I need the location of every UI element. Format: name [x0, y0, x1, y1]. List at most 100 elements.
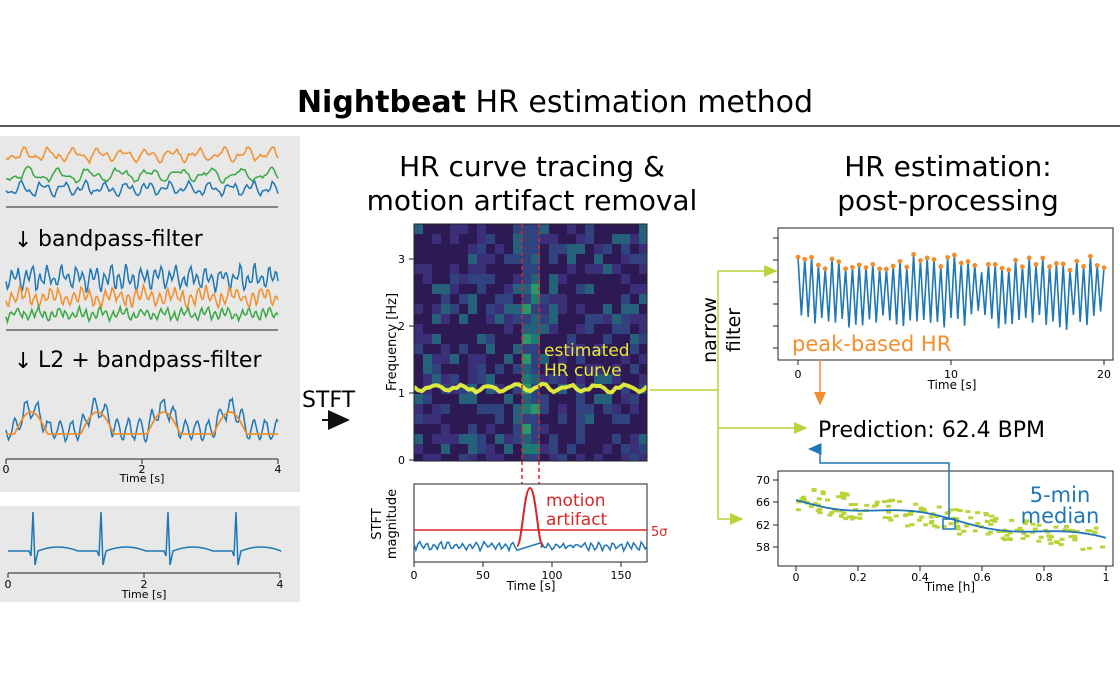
- spectrogram-cell: [621, 334, 631, 345]
- median-scatter-point: [1068, 535, 1074, 539]
- median-scatter-point: [963, 524, 969, 528]
- spectrogram-cell: [639, 274, 647, 285]
- spectrogram-cell: [522, 404, 532, 415]
- peak-xtick-label: 0: [795, 368, 802, 381]
- spectrogram-cell: [630, 224, 640, 235]
- spectrogram-cell: [594, 414, 604, 425]
- peak-marker: [863, 265, 869, 270]
- spectrogram-cell: [450, 394, 460, 405]
- stft-label: STFT: [302, 388, 356, 413]
- peak-marker: [1067, 267, 1073, 273]
- spectrogram-cell: [441, 454, 451, 461]
- spectrogram-cell: [567, 304, 577, 315]
- spectrogram-cell: [540, 234, 550, 245]
- median-scatter-point: [928, 521, 934, 525]
- spectrogram-cell: [486, 324, 496, 335]
- spectrogram-cell: [495, 324, 505, 335]
- spectrogram-cell: [423, 364, 433, 375]
- spectrogram-cell: [504, 304, 514, 315]
- spectrogram-cell: [531, 274, 541, 285]
- spectrogram-cell: [531, 374, 541, 385]
- spectrogram-cell: [576, 334, 586, 345]
- spectrogram-cell: [414, 454, 424, 461]
- spectrogram-cell: [549, 424, 559, 435]
- spectrogram-cell: [513, 374, 523, 385]
- median-scatter-point: [923, 523, 929, 527]
- spectrogram-cell: [630, 354, 640, 365]
- threshold-label: 5σ: [651, 525, 668, 540]
- median-scatter-point: [934, 514, 940, 518]
- spectrogram-cell: [594, 244, 604, 255]
- median-xtick-label: 0.2: [849, 571, 867, 584]
- spectrogram-cell: [468, 224, 478, 235]
- spectrogram-cell: [468, 364, 478, 375]
- spectrogram-cell: [540, 374, 550, 385]
- spectrogram-cell: [531, 284, 541, 295]
- spectrogram-cell: [423, 234, 433, 245]
- median-xlabel: Time [h]: [924, 580, 975, 594]
- spectrogram-cell: [459, 314, 469, 325]
- peak-marker: [911, 251, 916, 257]
- median-scatter-point: [796, 500, 802, 504]
- spectrogram-cell: [576, 274, 586, 285]
- spectrogram-cell: [594, 434, 604, 445]
- spectrogram-cell: [549, 334, 559, 345]
- spectrogram-cell: [423, 394, 433, 405]
- median-scatter-point: [874, 500, 880, 504]
- spectrogram-cell: [531, 254, 541, 265]
- spectrogram-cell: [585, 224, 595, 235]
- spectrogram-cell: [432, 304, 442, 315]
- spectrogram-cell: [495, 264, 505, 275]
- spectrogram-cell: [414, 314, 424, 325]
- spectrogram-cell: [594, 454, 604, 461]
- median-scatter-point: [1085, 528, 1091, 532]
- spectrogram-cell: [441, 274, 451, 285]
- spectrogram-cell: [522, 254, 532, 265]
- peak-marker: [877, 266, 882, 272]
- spectrogram-cell: [513, 334, 523, 345]
- spectrogram-cell: [630, 304, 640, 315]
- spectrogram-cell: [630, 284, 640, 295]
- tick-2: 2: [141, 578, 148, 591]
- median-scatter-point: [989, 518, 995, 522]
- spectrogram-cell: [504, 404, 514, 415]
- spectrogram-cell: [531, 394, 541, 405]
- right-heading-line1: HR estimation:: [844, 150, 1051, 183]
- spectrogram-cell: [486, 444, 496, 455]
- spectrogram-cell: [558, 244, 568, 255]
- median-scatter-point: [840, 492, 846, 496]
- median-scatter-point: [801, 495, 807, 499]
- spectrogram-cell: [504, 354, 514, 365]
- spectrogram-cell: [549, 234, 559, 245]
- spectrogram-cell: [504, 264, 514, 275]
- spectrogram-cell: [468, 254, 478, 265]
- spectrogram-cell: [468, 444, 478, 455]
- spectrogram-cell: [522, 244, 532, 255]
- spectrogram-cell: [594, 334, 604, 345]
- spectrogram-cell: [567, 294, 577, 305]
- spectrogram-cell: [639, 264, 647, 275]
- spectrogram-cell: [477, 324, 487, 335]
- artifact-peak: [516, 486, 544, 547]
- peak-marker: [795, 254, 801, 260]
- median-scatter-point: [1022, 522, 1028, 526]
- spectrogram-cell: [432, 254, 442, 265]
- spectrogram: Frequency [Hz] 0 1 2 3 estimated HR curve: [385, 223, 648, 467]
- median-scatter-point: [909, 523, 915, 527]
- spectrogram-cell: [432, 294, 442, 305]
- median-scatter-point: [908, 512, 914, 516]
- spectrogram-cell: [504, 254, 514, 265]
- spectrogram-cell: [450, 344, 460, 355]
- peak-marker: [850, 264, 855, 270]
- spectrogram-cell: [432, 354, 442, 365]
- spectrogram-cell: [432, 344, 442, 355]
- mag-xlabel: Time [s]: [506, 579, 556, 593]
- median-scatter-point: [989, 514, 995, 518]
- spectrogram-cell: [603, 294, 613, 305]
- median-scatter-point: [888, 518, 894, 522]
- spectrogram-cell: [639, 234, 647, 245]
- spectrogram-cell: [567, 434, 577, 445]
- spectrogram-cell: [567, 454, 577, 461]
- spectrogram-cell: [558, 264, 568, 275]
- spectrogram-cell: [540, 404, 550, 415]
